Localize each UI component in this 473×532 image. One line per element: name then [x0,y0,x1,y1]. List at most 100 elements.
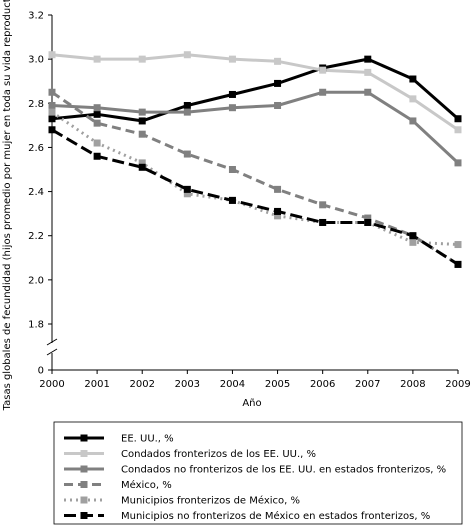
x-tick-label: 2005 [265,379,290,390]
data-point [183,108,191,116]
data-point [228,196,236,204]
y-tick-label: 3.2 [28,11,44,22]
data-point [93,104,101,112]
data-point [138,159,146,167]
series-points [48,51,462,268]
data-point [409,232,417,240]
legend-swatch-marker [80,450,88,457]
x-tick-label: 2000 [39,379,64,390]
series-line-5 [51,110,459,246]
data-point [228,104,236,112]
data-point [274,101,282,109]
data-point [454,260,462,268]
data-point [454,241,462,249]
x-tick-label: 2006 [310,379,335,390]
y-tick-label: 2.6 [28,143,44,154]
y-tick-label: 1.8 [28,320,44,331]
legend-entry: México, % [121,479,172,491]
y-tick-label: 2.8 [28,99,44,110]
data-point [138,55,146,63]
x-tick-label: 2004 [220,379,245,390]
y-tick-label: 2.2 [28,231,44,242]
data-point [138,130,146,138]
x-tick-label: 2009 [445,379,470,390]
series-line-6 [51,128,459,266]
data-point [138,117,146,125]
legend-box [53,421,463,525]
data-point [454,126,462,134]
data-point [319,201,327,209]
legend-entry: Condados no fronterizos de los EE. UU. e… [121,465,446,476]
data-point [183,190,191,198]
data-point [274,79,282,87]
series-lines [51,53,460,266]
data-point [364,218,372,226]
data-point [274,207,282,215]
data-point [228,55,236,63]
x-tick-label: 2007 [355,379,380,390]
data-point [48,126,56,134]
data-point [183,51,191,59]
legend-entry: Municipios fronterizos de México, % [121,495,300,507]
axis-break-mark [46,338,58,346]
data-point [274,212,282,220]
legend-swatch-marker [80,512,88,519]
data-point [138,108,146,116]
legend-swatch-marker [80,481,88,488]
legend-entry: Municipios no fronterizos de México en e… [121,510,430,522]
data-point [319,88,327,96]
legend-swatch-marker [80,496,88,504]
y-tick-label: 2.0 [28,275,44,286]
x-tick-label: 2008 [400,379,425,390]
data-point [409,117,417,125]
x-axis-ticks: 2000 2001 2002 2003 2004 2005 2006 2007 2008 2009 [39,370,471,390]
series-line-4 [51,91,459,266]
legend-swatch-marker [80,465,88,473]
data-point [48,101,56,109]
data-point [48,51,56,59]
series-line-3 [51,90,460,164]
data-point [93,119,101,127]
y-axis-ticks: 3.2 3.0 2.8 2.6 2.4 2.2 2.0 1.8 0 [28,11,52,377]
y-axis-title: Tasas globales de fecundidad (hijos prom… [2,0,13,411]
series-line-1 [51,57,459,123]
x-tick-label: 2003 [175,379,200,390]
data-point [138,163,146,171]
data-point [93,152,101,160]
data-point [274,185,282,193]
data-point [364,68,372,76]
data-point [319,66,327,74]
data-point [409,95,417,103]
data-point [364,55,372,63]
x-tick-label: 2002 [129,379,154,390]
legend-entry: EE. UU., % [121,434,174,445]
data-point [364,214,372,222]
data-point [409,75,417,83]
data-point [93,55,101,63]
data-point [454,115,462,123]
legend-swatch-marker [80,434,88,442]
data-point [274,57,282,65]
data-point [183,101,191,109]
data-point [93,139,101,147]
series-line-2 [51,53,459,132]
data-point [48,108,56,116]
y-tick-label: 3.0 [28,55,44,66]
data-point [364,88,372,96]
data-point [228,90,236,98]
y-tick-label: 0 [38,366,44,377]
legend: EE. UU., % Condados fronterizos de los EE… [53,421,463,525]
x-axis-title: Año [242,398,261,409]
data-point [228,166,236,173]
legend-entry: Condados fronterizos de los EE. UU., % [121,449,316,460]
data-point [183,185,191,193]
y-tick-label: 2.4 [28,187,44,198]
data-point [93,110,101,118]
data-point [319,218,327,226]
data-point [48,88,56,96]
axes [46,15,458,371]
data-point [48,115,56,123]
data-point [183,150,191,158]
axis-break-mark [46,348,58,356]
